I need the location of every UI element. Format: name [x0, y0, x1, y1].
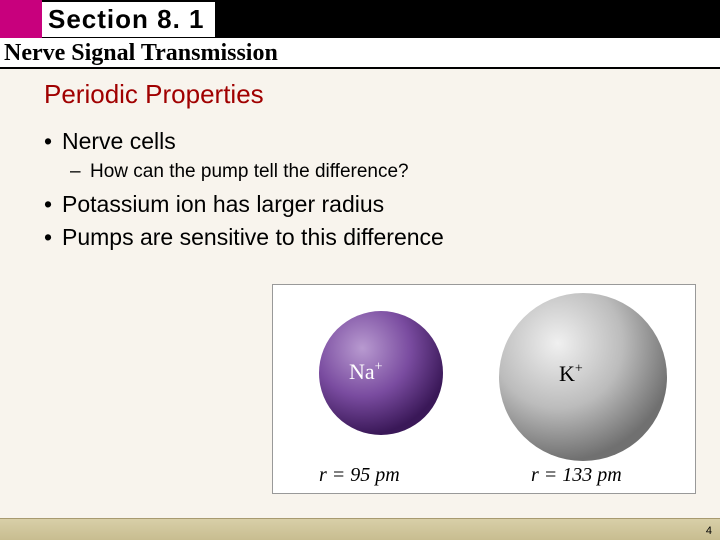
sub-bullet-item: How can the pump tell the difference? — [62, 161, 690, 183]
sodium-symbol: Na — [349, 359, 375, 384]
potassium-ion: K+ — [483, 291, 683, 468]
potassium-label: K+ — [559, 361, 583, 387]
sodium-charge: + — [375, 360, 383, 375]
bullet-text: Pumps are sensitive to this difference — [62, 224, 444, 250]
slide-heading: Periodic Properties — [44, 79, 690, 110]
potassium-sphere-icon — [497, 291, 669, 463]
bullet-text: Nerve cells — [62, 128, 176, 154]
ion-figure: Na+ K+ r = 95 pm r = 133 pm — [272, 284, 696, 494]
sodium-ion: Na+ — [301, 309, 461, 442]
sub-bullet-text: How can the pump tell the difference? — [90, 161, 409, 182]
page-number: 4 — [706, 525, 712, 537]
bullet-list: Nerve cells How can the pump tell the di… — [44, 128, 690, 251]
subtitle-bar: Nerve Signal Transmission — [0, 38, 720, 69]
sodium-radius: r = 95 pm — [319, 464, 400, 487]
bullet-item: Pumps are sensitive to this difference — [44, 224, 690, 251]
sub-bullet-list: How can the pump tell the difference? — [62, 161, 690, 183]
subtitle: Nerve Signal Transmission — [4, 40, 278, 66]
footer-bar: 4 — [0, 518, 720, 540]
header-bar: Section 8. 1 — [0, 0, 720, 38]
bullet-item: Nerve cells How can the pump tell the di… — [44, 128, 690, 183]
sodium-label: Na+ — [349, 359, 383, 385]
potassium-symbol: K — [559, 361, 575, 386]
bullet-item: Potassium ion has larger radius — [44, 191, 690, 218]
accent-box — [0, 0, 42, 38]
potassium-charge: + — [575, 362, 583, 377]
bullet-text: Potassium ion has larger radius — [62, 191, 384, 217]
potassium-radius: r = 133 pm — [531, 464, 622, 487]
content-area: Periodic Properties Nerve cells How can … — [0, 69, 720, 251]
section-label: Section 8. 1 — [42, 2, 215, 37]
